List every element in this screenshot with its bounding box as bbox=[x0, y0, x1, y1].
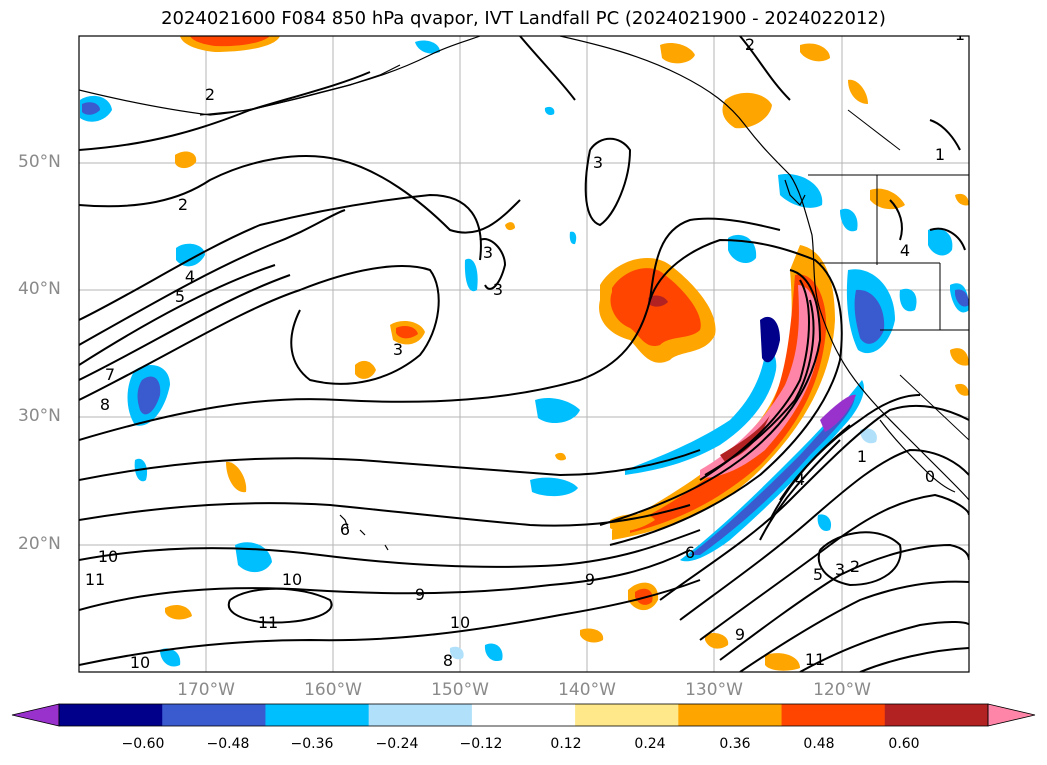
colorbar-tick: 0.24 bbox=[634, 736, 666, 752]
contour-label: 2 bbox=[178, 195, 188, 214]
contour-label: 10 bbox=[450, 613, 470, 632]
colorbar-segment bbox=[575, 704, 679, 726]
colorbar-segment bbox=[884, 704, 989, 726]
contour-label: 3 bbox=[593, 153, 603, 172]
contour-label: 9 bbox=[585, 570, 595, 589]
contour-label: 6 bbox=[340, 520, 350, 539]
colorbar-extend-low bbox=[11, 703, 60, 727]
contour-label: 4 bbox=[795, 470, 805, 489]
contour-label: 3 bbox=[493, 280, 503, 299]
contour-label: 0 bbox=[925, 467, 935, 486]
chart-title: 2024021600 F084 850 hPa qvapor, IVT Land… bbox=[161, 8, 886, 29]
colorbar-tick: −0.48 bbox=[206, 736, 250, 752]
contour-label: 2 bbox=[205, 85, 215, 104]
contour-label: 8 bbox=[443, 651, 453, 670]
colorbar-tick: −0.12 bbox=[459, 736, 503, 752]
colorbar-frame bbox=[58, 703, 989, 727]
lon-label-170w: 170°W bbox=[177, 680, 235, 700]
colorbar-segment bbox=[781, 704, 886, 726]
contour-label: 6 bbox=[685, 543, 695, 562]
colorbar-segment bbox=[59, 704, 163, 726]
contour-label: 5 bbox=[175, 287, 185, 306]
contour-label: 10 bbox=[130, 653, 150, 672]
lon-label-120w: 120°W bbox=[813, 680, 871, 700]
contour-label: 2 bbox=[745, 35, 755, 54]
lat-label-30: 30°N bbox=[18, 406, 61, 426]
contour-label: 8 bbox=[100, 395, 110, 414]
contour-label: 1 bbox=[857, 447, 867, 466]
coastlines bbox=[79, 36, 969, 551]
lon-label-150w: 150°W bbox=[431, 680, 489, 700]
contour-label: 7 bbox=[105, 365, 115, 384]
colorbar-segment bbox=[162, 704, 266, 726]
colorbar-tick: 0.60 bbox=[888, 736, 920, 752]
contour-label: 10 bbox=[98, 547, 118, 566]
lat-label-20: 20°N bbox=[18, 534, 61, 554]
lat-label-50: 50°N bbox=[18, 152, 61, 172]
gridlines bbox=[79, 36, 969, 672]
contour-label: 3 bbox=[835, 560, 845, 579]
colorbar-tick: 0.36 bbox=[719, 736, 751, 752]
colorbar-tick: −0.60 bbox=[121, 736, 165, 752]
contour-label: 4 bbox=[185, 267, 195, 286]
contour-label: 11 bbox=[805, 650, 825, 669]
contour-label: 11 bbox=[258, 613, 278, 632]
colorbar-tick: −0.24 bbox=[375, 736, 419, 752]
contour-label: 4 bbox=[900, 241, 910, 260]
negative-anomaly-fills bbox=[80, 40, 969, 667]
lat-label-40: 40°N bbox=[18, 279, 61, 299]
contour-label: 11 bbox=[85, 570, 105, 589]
colorbar-segment bbox=[678, 704, 783, 726]
colorbar-tick: −0.36 bbox=[290, 736, 334, 752]
boundaries bbox=[808, 109, 969, 441]
contour-label: 1 bbox=[935, 145, 945, 164]
contour-label: 3 bbox=[483, 243, 493, 262]
colorbar-tick: 0.12 bbox=[550, 736, 582, 752]
contour-label: 3 bbox=[393, 340, 403, 359]
contour-label: 2 bbox=[850, 557, 860, 576]
contour-label: 9 bbox=[415, 585, 425, 604]
colorbar-segment bbox=[368, 704, 473, 726]
map-frame bbox=[78, 35, 970, 673]
contour-lines bbox=[79, 36, 969, 672]
contour-label: 5 bbox=[813, 565, 823, 584]
contour-label: 10 bbox=[282, 570, 302, 589]
colorbar-extend-high bbox=[987, 703, 1036, 727]
lon-label-140w: 140°W bbox=[558, 680, 616, 700]
lon-label-160w: 160°W bbox=[304, 680, 362, 700]
colorbar-segment bbox=[265, 704, 370, 726]
colorbar bbox=[11, 703, 1036, 727]
contour-label: 9 bbox=[735, 625, 745, 644]
colorbar-tick: 0.48 bbox=[803, 736, 835, 752]
lon-label-130w: 130°W bbox=[685, 680, 743, 700]
colorbar-segment bbox=[471, 704, 576, 726]
contour-label: 1 bbox=[955, 25, 965, 44]
